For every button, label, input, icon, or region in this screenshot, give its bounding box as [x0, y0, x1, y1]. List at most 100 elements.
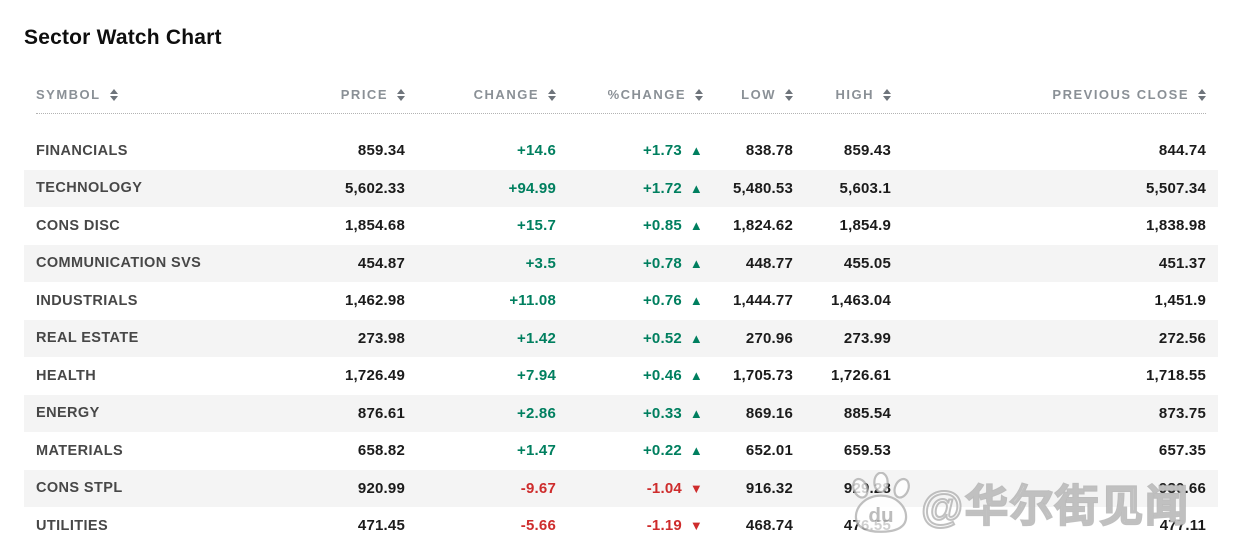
table-row-energy[interactable]: ENERGY 876.61 +2.86 +0.33 ▲ 869.16 885.54 873.7…	[24, 394, 1218, 432]
table-row-cons-disc[interactable]: CONS DISC 1,854.68 +15.7 +0.85 ▲ 1,824.62 1,85…	[24, 207, 1218, 245]
symbol-cell: INDUSTRIALS	[36, 292, 138, 309]
up-triangle-icon: ▲	[689, 255, 703, 271]
table-header: SYMBOL PRICE CHANGE %CHANGE LOW HIGH PREVIOUS …	[36, 87, 1206, 114]
symbol-cell: UTILITIES	[36, 517, 109, 534]
high-cell: 5,603.1	[839, 179, 891, 197]
price-cell: 471.45	[357, 517, 405, 535]
up-triangle-icon: ▲	[689, 443, 703, 459]
high-cell: 455.05	[843, 254, 891, 272]
symbol-cell: FINANCIALS	[36, 142, 128, 159]
symbol-cell: ENERGY	[36, 405, 100, 422]
symbol-cell: MATERIALS	[36, 442, 124, 459]
sort-arrows-icon	[397, 88, 405, 101]
up-triangle-icon: ▲	[689, 330, 703, 346]
previous-close-cell: 451.37	[1158, 254, 1206, 272]
pct-change-cell: +0.78 ▲	[642, 254, 703, 272]
symbol-cell: TECHNOLOGY	[36, 180, 143, 197]
table-row-materials[interactable]: MATERIALS 658.82 +1.47 +0.22 ▲ 652.01 659.53 65…	[24, 432, 1218, 470]
low-cell: 652.01	[745, 442, 793, 460]
price-cell: 876.61	[357, 404, 405, 422]
sector-watch-widget: Sector Watch Chart SYMBOL PRICE CHANGE %CHA…	[24, 26, 1218, 545]
symbol-cell: CONS DISC	[36, 217, 121, 234]
sort-arrows-icon	[883, 88, 891, 101]
previous-close-cell: 272.56	[1158, 329, 1206, 347]
column-label: LOW	[741, 87, 776, 102]
low-cell: 5,480.53	[733, 179, 793, 197]
change-cell: -5.66	[520, 517, 556, 535]
table-row-cons-stpl[interactable]: CONS STPL 920.99 -9.67 -1.04 ▼ 916.32 929.28 93…	[24, 469, 1218, 507]
column-header-high[interactable]: HIGH	[793, 87, 891, 102]
pct-change-cell: +0.22 ▲	[642, 442, 703, 460]
sector-table: SYMBOL PRICE CHANGE %CHANGE LOW HIGH PREVIOUS …	[24, 87, 1218, 545]
previous-close-cell: 1,451.9	[1154, 292, 1206, 310]
low-cell: 468.74	[745, 517, 793, 535]
down-triangle-icon: ▼	[689, 480, 703, 496]
down-triangle-icon: ▼	[689, 518, 703, 534]
up-triangle-icon: ▲	[689, 180, 703, 196]
column-header-price[interactable]: PRICE	[286, 87, 405, 102]
table-row-health[interactable]: HEALTH 1,726.49 +7.94 +0.46 ▲ 1,705.73 1,726.6…	[24, 357, 1218, 395]
previous-close-cell: 477.11	[1159, 517, 1206, 535]
high-cell: 885.54	[843, 404, 891, 422]
change-cell: -9.67	[520, 479, 556, 497]
up-triangle-icon: ▲	[689, 293, 703, 309]
low-cell: 1,824.62	[733, 217, 793, 235]
table-row-industrials[interactable]: INDUSTRIALS 1,462.98 +11.08 +0.76 ▲ 1,444.77 1…	[24, 282, 1218, 320]
column-label: HIGH	[835, 87, 874, 102]
change-cell: +2.86	[517, 404, 556, 422]
symbol-cell: REAL ESTATE	[36, 330, 139, 347]
price-cell: 273.98	[357, 329, 405, 347]
low-cell: 270.96	[745, 329, 793, 347]
pct-change-cell: +0.52 ▲	[642, 329, 703, 347]
previous-close-cell: 5,507.34	[1146, 179, 1206, 197]
up-triangle-icon: ▲	[689, 368, 703, 384]
previous-close-cell: 657.35	[1158, 442, 1206, 460]
change-cell: +11.08	[509, 292, 556, 310]
change-cell: +1.47	[517, 442, 556, 460]
page-title: Sector Watch Chart	[24, 26, 222, 49]
change-cell: +3.5	[525, 254, 556, 272]
previous-close-cell: 844.74	[1158, 142, 1206, 160]
table-row-communication-svs[interactable]: COMMUNICATION SVS 454.87 +3.5 +0.78 ▲ 448.77 4…	[24, 244, 1218, 282]
previous-close-cell: 1,718.55	[1146, 367, 1206, 385]
pct-change-cell: +0.76 ▲	[642, 292, 703, 310]
pct-change-cell: -1.04 ▼	[646, 479, 703, 497]
high-cell: 929.28	[843, 479, 891, 497]
sort-arrows-icon	[785, 88, 793, 101]
pct-change-cell: +0.85 ▲	[642, 217, 703, 235]
table-row-utilities[interactable]: UTILITIES 471.45 -5.66 -1.19 ▼ 468.74 476.55 47…	[24, 507, 1218, 545]
low-cell: 869.16	[745, 404, 793, 422]
table-row-financials[interactable]: FINANCIALS 859.34 +14.6 +1.73 ▲ 838.78 859.43 8…	[24, 132, 1218, 170]
column-header-low[interactable]: LOW	[703, 87, 793, 102]
price-cell: 920.99	[357, 479, 405, 497]
previous-close-cell: 1,838.98	[1146, 217, 1206, 235]
low-cell: 916.32	[745, 479, 793, 497]
high-cell: 273.99	[843, 329, 891, 347]
high-cell: 1,463.04	[831, 292, 891, 310]
low-cell: 1,705.73	[733, 367, 793, 385]
table-body: FINANCIALS 859.34 +14.6 +1.73 ▲ 838.78 859.43 8…	[24, 132, 1218, 545]
sort-arrows-icon	[109, 88, 118, 101]
column-header-prev_close[interactable]: PREVIOUS CLOSE	[891, 87, 1206, 102]
change-cell: +7.94	[517, 367, 556, 385]
pct-change-cell: +0.33 ▲	[642, 404, 703, 422]
price-cell: 5,602.33	[345, 179, 405, 197]
change-cell: +1.42	[517, 329, 556, 347]
column-header-pct_change[interactable]: %CHANGE	[556, 87, 703, 102]
table-row-real-estate[interactable]: REAL ESTATE 273.98 +1.42 +0.52 ▲ 270.96 273.99…	[24, 319, 1218, 357]
pct-change-cell: -1.19 ▼	[646, 517, 703, 535]
high-cell: 659.53	[843, 442, 891, 460]
pct-change-cell: +1.73 ▲	[642, 142, 703, 160]
column-header-change[interactable]: CHANGE	[405, 87, 556, 102]
previous-close-cell: 873.75	[1158, 404, 1206, 422]
symbol-cell: HEALTH	[36, 367, 97, 384]
column-header-symbol[interactable]: SYMBOL	[36, 87, 286, 102]
column-label: SYMBOL	[36, 87, 101, 102]
sort-arrows-icon	[695, 88, 703, 101]
column-label: %CHANGE	[607, 87, 686, 102]
table-row-technology[interactable]: TECHNOLOGY 5,602.33 +94.99 +1.72 ▲ 5,480.53 5,…	[24, 169, 1218, 207]
up-triangle-icon: ▲	[689, 405, 703, 421]
price-cell: 1,726.49	[345, 367, 405, 385]
change-cell: +14.6	[517, 142, 556, 160]
price-cell: 1,854.68	[345, 217, 405, 235]
